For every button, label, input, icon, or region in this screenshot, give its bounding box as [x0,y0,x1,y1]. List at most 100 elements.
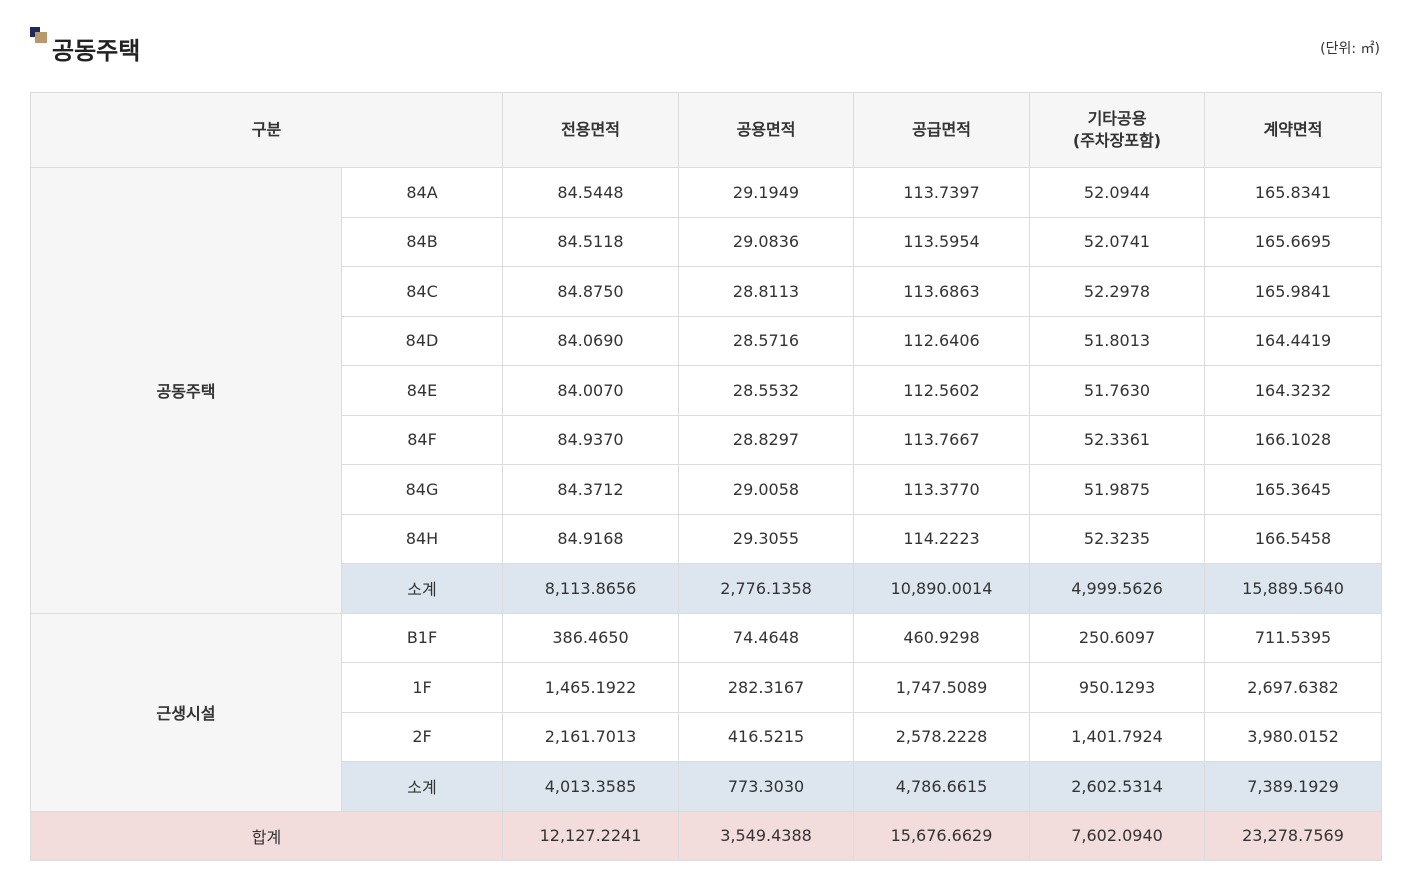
row-label: 1F [340,662,504,713]
value-cell: 84.0690 [502,315,680,366]
value-cell: 28.8297 [678,414,855,465]
value-cell: 15,889.5640 [1204,563,1383,614]
value-cell: 51.7630 [1029,365,1206,416]
row-label: 84H [340,513,504,564]
value-cell: 165.6695 [1204,216,1383,267]
row-label: 소계 [340,761,504,812]
value-cell: 460.9298 [853,612,1031,663]
data-row: 공동주택 84A 84.5448 29.1949 113.7397 52.0944 165.… [30,167,1383,614]
value-cell: 1,465.1922 [502,662,680,713]
value-cell: 84.9168 [502,513,680,564]
subtotal-row: 소계 4,013.3585 773.3030 4,786.6615 2,602.5314… [31,761,1383,812]
unit-note: (단위: ㎡) [1320,41,1380,57]
value-cell: 114.2223 [853,513,1031,564]
value-cell: 386.4650 [502,612,680,663]
row-label: 84B [340,216,504,267]
value-cell: 52.0741 [1029,216,1206,267]
value-cell: 8,113.8656 [502,563,680,614]
value-cell: 282.3167 [678,662,855,713]
value-cell: 28.5716 [678,315,855,366]
data-row: 84C 84.8750 28.8113 113.6863 52.2978 165.9841 [31,266,1383,317]
value-cell: 112.6406 [853,315,1031,366]
header-row: 구분 전용면적 공용면적 공급면적 기타공용 (주차장포함) 계약면적 [29,92,1383,168]
value-cell: 711.5395 [1204,612,1383,663]
value-cell: 113.5954 [853,216,1031,267]
value-cell: 7,602.0940 [1029,810,1206,861]
value-cell: 164.3232 [1204,365,1383,416]
value-cell: 28.5532 [678,365,855,416]
data-row: 84B 84.5118 29.0836 113.5954 52.0741 165.6695 [31,216,1383,267]
data-row: 2F 2,161.7013 416.5215 2,578.2228 1,401.7924… [31,711,1383,762]
data-row: 근생시설 B1F 386.4650 74.4648 460.9298 250.6097 71… [30,612,1383,812]
value-cell: 23,278.7569 [1204,810,1383,861]
value-cell: 113.7667 [853,414,1031,465]
value-cell: 12,127.2241 [502,810,680,861]
value-cell: 165.9841 [1204,266,1383,317]
row-label: 소계 [340,563,504,614]
value-cell: 84.5118 [502,216,680,267]
header-cell: 기타공용 (주차장포함) [1029,92,1206,168]
value-cell: 74.4648 [678,612,855,663]
title-icon [35,32,47,43]
row-label: 84A [340,167,504,218]
value-cell: 1,747.5089 [853,662,1031,713]
value-cell: 113.7397 [853,167,1031,218]
value-cell: 52.3235 [1029,513,1206,564]
table-body: 공동주택 84A 84.5448 29.1949 113.7397 52.0944 165.… [29,167,1383,861]
value-cell: 773.3030 [678,761,855,812]
value-cell: 84.5448 [502,167,680,218]
value-cell: 28.8113 [678,266,855,317]
value-cell: 113.3770 [853,464,1031,515]
value-cell: 112.5602 [853,365,1031,416]
section-title: 공동주택 [52,37,141,65]
value-cell: 1,401.7924 [1029,711,1206,762]
value-cell: 2,697.6382 [1204,662,1383,713]
value-cell: 165.8341 [1204,167,1383,218]
row-label: 합계 [29,810,504,861]
value-cell: 51.9875 [1029,464,1206,515]
value-cell: 250.6097 [1029,612,1206,663]
value-cell: 84.0070 [502,365,680,416]
row-label: 2F [340,711,504,762]
value-cell: 15,676.6629 [853,810,1031,861]
total-row: 합계 12,127.2241 3,549.4388 15,676.6629 7,602.… [29,810,1383,861]
value-cell: 29.0836 [678,216,855,267]
value-cell: 164.4419 [1204,315,1383,366]
header-cell: 구분 [29,92,504,168]
value-cell: 52.2978 [1029,266,1206,317]
value-cell: 29.3055 [678,513,855,564]
value-cell: 166.1028 [1204,414,1383,465]
value-cell: 4,013.3585 [502,761,680,812]
row-label: 84F [340,414,504,465]
header-cell: 공용면적 [678,92,855,168]
value-cell: 29.0058 [678,464,855,515]
group-label: 공동주택 [30,167,342,614]
value-cell: 165.3645 [1204,464,1383,515]
data-row: 84F 84.9370 28.8297 113.7667 52.3361 166.1028 [31,414,1383,465]
value-cell: 113.6863 [853,266,1031,317]
value-cell: 3,549.4388 [678,810,855,861]
row-label: 84E [340,365,504,416]
value-cell: 7,389.1929 [1204,761,1383,812]
value-cell: 416.5215 [678,711,855,762]
value-cell: 2,578.2228 [853,711,1031,762]
subtotal-row: 소계 8,113.8656 2,776.1358 10,890.0014 4,999.5… [31,563,1383,614]
header-cell: 공급면적 [853,92,1031,168]
value-cell: 51.8013 [1029,315,1206,366]
value-cell: 84.9370 [502,414,680,465]
value-cell: 2,602.5314 [1029,761,1206,812]
group-label: 근생시설 [30,612,342,812]
area-table: 구분 전용면적 공용면적 공급면적 기타공용 (주차장포함) 계약면적 공동주택 84A 84… [29,92,1383,861]
row-label: 84D [340,315,504,366]
value-cell: 52.3361 [1029,414,1206,465]
value-cell: 84.8750 [502,266,680,317]
value-cell: 166.5458 [1204,513,1383,564]
data-row: 1F 1,465.1922 282.3167 1,747.5089 950.1293 2,… [31,662,1383,713]
row-label: 84C [340,266,504,317]
row-label: 84G [340,464,504,515]
value-cell: 84.3712 [502,464,680,515]
value-cell: 4,786.6615 [853,761,1031,812]
value-cell: 4,999.5626 [1029,563,1206,614]
value-cell: 2,776.1358 [678,563,855,614]
